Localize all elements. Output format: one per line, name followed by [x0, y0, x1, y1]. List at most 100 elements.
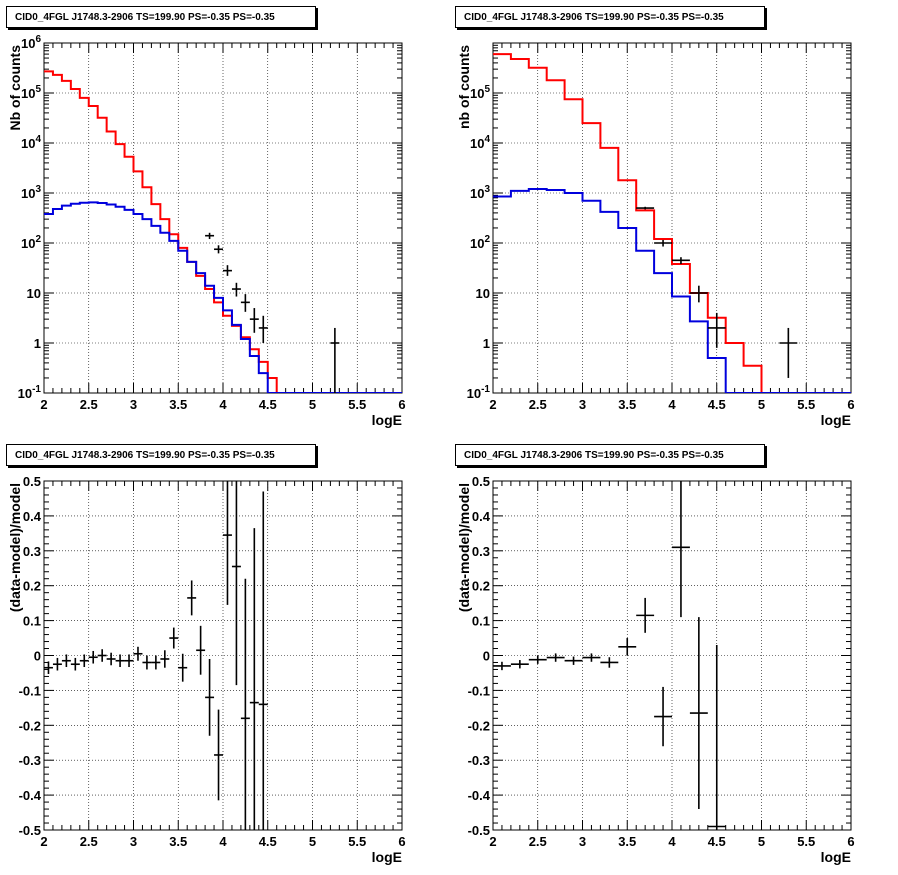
x-tick-label: 5	[758, 397, 765, 412]
y-tick-label: 0	[483, 649, 490, 664]
x-tick-label: 3.5	[618, 397, 636, 412]
grid	[493, 481, 851, 830]
x-tick-label: 4.5	[259, 397, 277, 412]
plot-data	[44, 70, 402, 393]
x-tick-label: 6	[847, 397, 854, 412]
x-tick-label: 4	[668, 834, 676, 849]
y-tick-label: 102	[470, 234, 490, 251]
x-tick-label: 5	[309, 834, 316, 849]
y-tick-label: 104	[470, 134, 490, 151]
y-tick-label: 0.2	[23, 579, 41, 594]
y-tick-label: -0.3	[19, 753, 41, 768]
x-tick-label: 4	[668, 397, 676, 412]
grid	[493, 43, 851, 393]
tick-marks	[492, 480, 852, 831]
panel-title-bottom-left: CID0_4FGL J1748.3-2906 TS=199.90 PS=-0.3…	[6, 444, 316, 466]
x-tick-label: 2.5	[529, 834, 547, 849]
y-tick-exponent: 2	[484, 234, 490, 245]
tick-marks	[43, 42, 403, 394]
x-tick-label: 5.5	[348, 834, 366, 849]
y-tick-label: 10	[476, 286, 490, 301]
y-tick-label: -0.2	[468, 718, 490, 733]
plot-data	[44, 481, 268, 830]
x-tick-label: 4.5	[708, 834, 726, 849]
x-tick-label: 2	[489, 834, 496, 849]
y-tick-exponent: -1	[481, 384, 490, 395]
y-tick-label: 0.1	[23, 614, 41, 629]
y-tick-exponent: 6	[35, 34, 41, 45]
total-model-histogram	[493, 53, 851, 393]
x-tick-label: 5.5	[797, 397, 815, 412]
x-tick-label: 3	[130, 397, 137, 412]
y-tick-exponent: 3	[484, 184, 490, 195]
x-axis-label: logE	[821, 412, 851, 428]
panel-title-bottom-right: CID0_4FGL J1748.3-2906 TS=199.90 PS=-0.3…	[455, 444, 765, 466]
x-tick-label: 6	[847, 834, 854, 849]
x-axis-label: logE	[372, 412, 402, 428]
x-tick-label: 4.5	[259, 834, 277, 849]
y-tick-label: 0	[34, 649, 41, 664]
y-tick-label: -0.2	[19, 718, 41, 733]
grid	[44, 481, 402, 830]
panel-title-top-left: CID0_4FGL J1748.3-2906 TS=199.90 PS=-0.3…	[6, 6, 316, 28]
y-tick-label: 0.1	[472, 614, 490, 629]
y-tick-label: -0.4	[19, 788, 42, 803]
y-tick-label: 0.4	[23, 509, 42, 524]
y-tick-label: 0.5	[23, 474, 41, 489]
y-tick-label: 0.3	[23, 544, 41, 559]
y-axis-label: (data-model)/model	[456, 483, 472, 612]
y-tick-label: 0.5	[472, 474, 490, 489]
x-tick-label: 4.5	[708, 397, 726, 412]
y-tick-label: -0.4	[468, 788, 491, 803]
tick-marks	[43, 480, 403, 831]
y-tick-exponent: 5	[484, 84, 490, 95]
x-axis-label: logE	[372, 849, 402, 865]
y-tick-label: 103	[470, 184, 490, 201]
x-tick-label: 3	[130, 834, 137, 849]
plot-data	[493, 481, 726, 830]
y-tick-label: 0.2	[472, 579, 490, 594]
y-tick-label: 1	[483, 336, 490, 351]
y-tick-label: 10-1	[18, 384, 42, 401]
x-tick-label: 2	[40, 397, 47, 412]
x-tick-label: 3	[579, 397, 586, 412]
x-tick-label: 6	[398, 397, 405, 412]
y-tick-label: 10	[27, 286, 41, 301]
x-tick-label: 2.5	[529, 397, 547, 412]
x-tick-label: 3.5	[169, 834, 187, 849]
y-tick-label: 10-1	[467, 384, 491, 401]
x-tick-label: 2.5	[80, 834, 98, 849]
y-axis-label: Nb of counts	[7, 45, 23, 131]
y-tick-label: 0.3	[472, 544, 490, 559]
x-tick-label: 3.5	[169, 397, 187, 412]
source-model-histogram	[493, 188, 851, 393]
y-tick-label: 103	[21, 184, 41, 201]
x-tick-label: 5	[758, 834, 765, 849]
y-tick-label: -0.5	[19, 823, 41, 838]
y-tick-label: 102	[21, 234, 41, 251]
residual-panel-coarse-bins: 2 2.5 3 3.5 4 4.5 5 5.5 6 -0.5 -0.4 -0.3 -0.2 -0.1 0 0.…	[456, 474, 855, 865]
y-tick-label: -0.3	[468, 753, 490, 768]
x-tick-label: 2	[489, 397, 496, 412]
y-tick-label: 1	[34, 336, 41, 351]
x-tick-label: 2	[40, 834, 47, 849]
y-tick-label: -0.1	[468, 683, 490, 698]
x-tick-label: 6	[398, 834, 405, 849]
y-tick-label: 0.4	[472, 509, 491, 524]
plot-data	[493, 53, 851, 393]
y-tick-label: 105	[470, 84, 490, 101]
x-tick-label: 3.5	[618, 834, 636, 849]
source-model-histogram	[44, 201, 402, 393]
y-tick-exponent: 5	[35, 84, 41, 95]
y-tick-exponent: 4	[484, 134, 490, 145]
grid	[44, 43, 402, 393]
y-tick-exponent: 3	[35, 184, 41, 195]
y-axis-label: nb of counts	[456, 45, 472, 129]
x-tick-label: 5.5	[797, 834, 815, 849]
x-tick-label: 4	[219, 834, 227, 849]
x-tick-label: 5	[309, 397, 316, 412]
panel-title-top-right: CID0_4FGL J1748.3-2906 TS=199.90 PS=-0.3…	[455, 6, 765, 28]
x-tick-label: 3	[579, 834, 586, 849]
y-tick-label: 105	[21, 84, 41, 101]
